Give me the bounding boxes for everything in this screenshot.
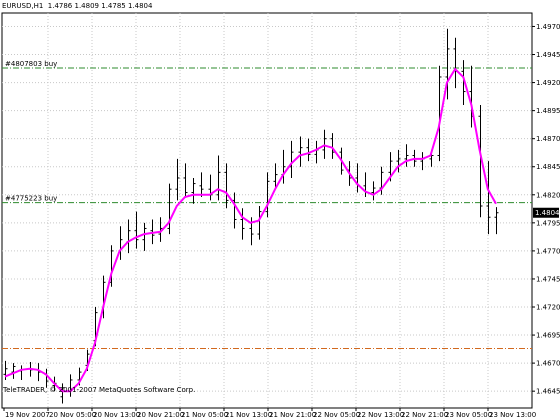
x-tick-label: 23 Nov 13:00 bbox=[489, 411, 536, 419]
y-tick-label: 1.4720 bbox=[536, 304, 560, 312]
y-tick-label: 1.4845 bbox=[536, 163, 560, 171]
current-price-label: 1.4804 bbox=[535, 209, 560, 217]
close-value: 1.4804 bbox=[127, 2, 153, 10]
x-tick-label: 21 Nov 05:00 bbox=[181, 411, 228, 419]
low-value: 1.4785 bbox=[101, 2, 126, 10]
order-label: #4807803 buy bbox=[5, 60, 57, 68]
y-tick-label: 1.4695 bbox=[536, 332, 560, 340]
y-tick-label: 1.4645 bbox=[536, 388, 560, 396]
y-tick-label: 1.4795 bbox=[536, 219, 560, 227]
x-tick-label: 21 Nov 13:00 bbox=[225, 411, 272, 419]
x-tick-label: 20 Nov 05:00 bbox=[49, 411, 96, 419]
high-value: 1.4809 bbox=[74, 2, 100, 10]
y-tick-label: 1.4970 bbox=[536, 23, 560, 31]
symbol-label: EURUSD,H1 bbox=[2, 2, 44, 10]
x-tick-label: 22 Nov 05:00 bbox=[313, 411, 360, 419]
x-tick-label: 23 Nov 05:00 bbox=[445, 411, 492, 419]
y-tick-label: 1.4870 bbox=[536, 135, 560, 143]
x-tick-label: 21 Nov 21:00 bbox=[269, 411, 316, 419]
order-label: #4775223 buy bbox=[5, 195, 57, 203]
y-tick-label: 1.4745 bbox=[536, 275, 560, 283]
x-tick-label: 20 Nov 21:00 bbox=[137, 411, 184, 419]
x-tick-label: 19 Nov 2007 bbox=[5, 411, 50, 419]
y-tick-label: 1.4895 bbox=[536, 107, 560, 115]
current-price-tag bbox=[533, 207, 559, 218]
moving-average-line bbox=[4, 67, 497, 393]
chart-header: EURUSD,H1 1.4786 1.4809 1.4785 1.4804 bbox=[2, 2, 152, 10]
x-tick-label: 22 Nov 13:00 bbox=[357, 411, 404, 419]
y-tick-label: 1.4920 bbox=[536, 79, 560, 87]
x-tick-label: 22 Nov 21:00 bbox=[401, 411, 448, 419]
copyright-text: TeleTRADER, © 2001-2007 MetaQuotes Softw… bbox=[3, 386, 196, 394]
open-value: 1.4786 bbox=[47, 2, 73, 10]
y-tick-label: 1.4820 bbox=[536, 191, 560, 199]
y-tick-label: 1.4770 bbox=[536, 247, 560, 255]
x-tick-label: 20 Nov 13:00 bbox=[93, 411, 140, 419]
y-tick-label: 1.4945 bbox=[536, 51, 560, 59]
y-tick-label: 1.4670 bbox=[536, 360, 560, 368]
